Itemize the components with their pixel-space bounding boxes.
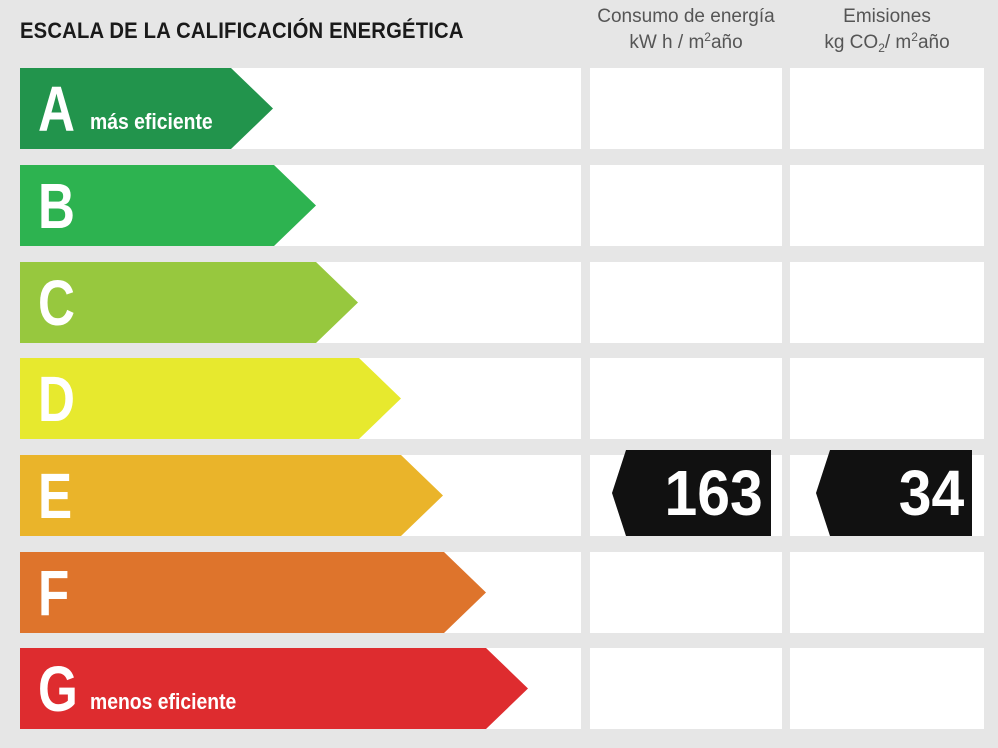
emissions-cell xyxy=(790,165,984,246)
rating-bar-cell: D xyxy=(20,358,581,439)
rating-label: más eficiente xyxy=(90,108,213,134)
energy-cell xyxy=(590,262,782,343)
emissions-value-badge: 34 xyxy=(816,450,972,536)
rating-letter: D xyxy=(38,362,75,435)
energy-column-header: Consumo de energía kW h / m2año xyxy=(590,4,782,56)
rating-arrow-e: E xyxy=(20,455,443,536)
rating-letter: F xyxy=(38,556,70,629)
energy-value: 163 xyxy=(664,457,763,529)
emissions-cell xyxy=(790,648,984,729)
rating-letter: G xyxy=(38,652,78,725)
rating-arrow-b: B xyxy=(20,165,316,246)
energy-cell xyxy=(590,552,782,633)
rating-letter: C xyxy=(38,266,75,339)
energy-cell xyxy=(590,68,782,149)
rating-arrow-d: D xyxy=(20,358,401,439)
emissions-header-line1: Emisiones xyxy=(843,6,931,27)
rating-letter: B xyxy=(38,169,75,242)
emissions-cell xyxy=(790,358,984,439)
page-title: ESCALA DE LA CALIFICACIÓN ENERGÉTICA xyxy=(20,18,464,43)
rating-arrow-c: C xyxy=(20,262,358,343)
energy-header-unit: kW h / m2año xyxy=(629,30,743,53)
rating-arrow-f: F xyxy=(20,552,486,633)
energy-value-badge: 163 xyxy=(612,450,771,536)
energy-header-line1: Consumo de energía xyxy=(597,6,775,27)
energy-cell xyxy=(590,648,782,729)
emissions-header-unit: kg CO2/ m2año xyxy=(824,30,950,55)
rating-bar-cell: C xyxy=(20,262,581,343)
emissions-cell xyxy=(790,68,984,149)
rating-letter: E xyxy=(38,459,73,532)
energy-cell xyxy=(590,358,782,439)
rating-bar-cell: F xyxy=(20,552,581,633)
rating-bar-cell: B xyxy=(20,165,581,246)
emissions-cell xyxy=(790,552,984,633)
emissions-cell xyxy=(790,262,984,343)
emissions-value: 34 xyxy=(898,457,964,529)
energy-cell xyxy=(590,165,782,246)
rating-letter: A xyxy=(38,72,75,145)
rating-label: menos eficiente xyxy=(90,688,237,714)
emissions-column-header: Emisiones kg CO2/ m2año xyxy=(790,4,984,56)
rating-bar-cell: E xyxy=(20,455,581,536)
